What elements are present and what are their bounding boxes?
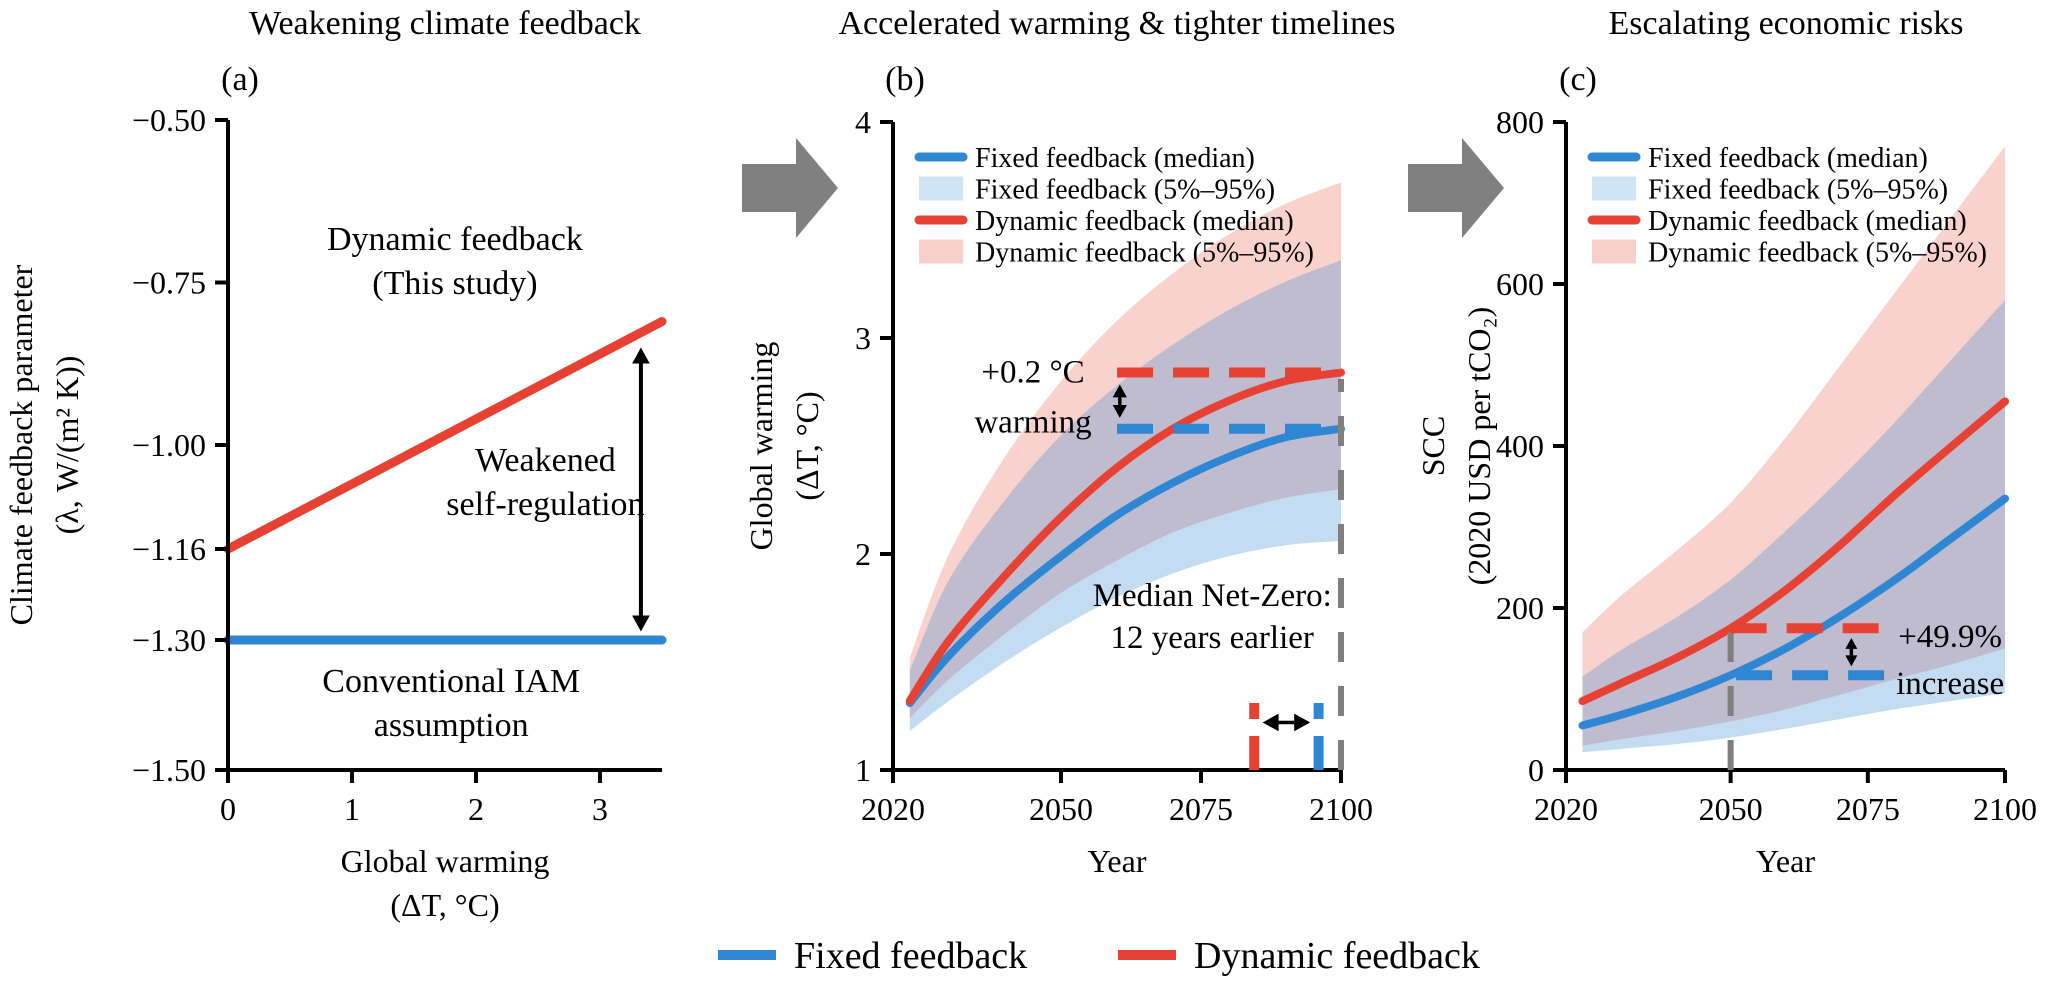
- panel-b-dynamic-band: [909, 182, 1341, 719]
- panel-c-y-tick-label: 200: [1496, 590, 1544, 626]
- panel-a-weakened-self-regulation-label: self-regulation: [446, 486, 644, 523]
- panel-a-x-tick-label: 2: [468, 791, 484, 827]
- panel-a-y-tick-label: −0.75: [132, 265, 206, 301]
- panel-c-scc-gap-arrow-head: [1845, 655, 1858, 667]
- panel-b-y-tick-label: 3: [855, 320, 871, 356]
- panel-a-chart: 0 1 2 3 −0.50 −0.75 −1.00 −1.16 −1.30 −1.50 Global…: [3, 102, 667, 923]
- panel-a-dynamic-feedback-line: [223, 317, 667, 554]
- panel-c-x-tick-label: 2020: [1534, 791, 1598, 827]
- panel-b-warming-gap-arrow-head: [1112, 405, 1127, 418]
- panel-b-dynamic-median: [905, 368, 1345, 705]
- panel-a-title: Weakening climate feedback: [249, 5, 641, 42]
- panel-a-y-tick-label: −0.50: [132, 102, 206, 138]
- panel-a-y-tick-label: −1.16: [132, 531, 206, 567]
- panel-b-fixed-median: [905, 424, 1345, 708]
- panel-a-x-tick-label: 3: [592, 791, 608, 827]
- panel-c-dynamic-band: [1582, 146, 2005, 746]
- panel-b-warming-gap-arrow-head: [1112, 384, 1127, 398]
- panel-b-fixed-band: [909, 260, 1341, 732]
- panel-b-y-axis-label: (ΔT, °C): [789, 391, 825, 500]
- panel-c-legend-label: Dynamic feedback (5%–95%): [1648, 238, 1987, 269]
- panel-b-y-tick-label: 1: [855, 752, 871, 788]
- panel-a-x-tick-label: 0: [220, 791, 236, 827]
- panel-a-conventional-iam-label: assumption: [374, 707, 529, 744]
- panel-a-x-tick-label: 1: [344, 791, 360, 827]
- panel-c-y-tick-label: 800: [1496, 104, 1544, 140]
- panel-c-legend-patch-swatch: [1592, 176, 1636, 201]
- panel-c-x-axis-label: Year: [1756, 843, 1815, 879]
- panel-c-dynamic-median: [1578, 397, 2009, 706]
- panel-c-scc-gap-label: +49.9%: [1898, 619, 2002, 655]
- panel-b-x-tick-label: 2100: [1309, 791, 1373, 827]
- flow-arrow-b-to-c-icon: [1408, 138, 1504, 238]
- panel-a-weakened-gap-arrow-head: [632, 347, 650, 364]
- panel-b-letter: (b): [885, 61, 925, 98]
- panel-a-weakened-gap-arrow-head: [632, 615, 650, 632]
- panel-b-legend-label: Dynamic feedback (5%–95%): [975, 238, 1314, 269]
- panel-c-fixed-median: [1578, 494, 2009, 730]
- panel-b-y-tick-label: 4: [855, 104, 871, 140]
- panel-b-netzero-label: Median Net-Zero:: [1093, 578, 1332, 614]
- panel-c-scc-gap-label: increase: [1896, 666, 2004, 702]
- panel-a-x-axis-label: Global warming: [341, 843, 550, 879]
- panel-b-legend-patch-swatch: [919, 239, 963, 264]
- panel-c-x-tick-label: 2075: [1836, 791, 1900, 827]
- panel-a-y-axis-label: (λ, W/(m² K)): [49, 356, 85, 535]
- panel-c-legend-label: Fixed feedback (5%–95%): [1648, 175, 1948, 206]
- panel-a-letter: (a): [221, 61, 259, 98]
- panel-a-conventional-iam-label: Conventional IAM: [322, 663, 580, 700]
- panel-c-x-tick-label: 2050: [1699, 791, 1763, 827]
- panel-a-y-tick-label: −1.50: [132, 752, 206, 788]
- panel-c-chart: 2020 2050 2075 2100 0 200 400 600 800 Year SCC (202…: [1415, 104, 2037, 879]
- panel-a-weakened-self-regulation-label: Weakened: [475, 442, 616, 479]
- panel-b-x-tick-label: 2050: [1029, 791, 1093, 827]
- panel-a-dynamic-feedback-label: (This study): [372, 265, 537, 302]
- panel-a-y-tick-label: −1.00: [132, 427, 206, 463]
- panel-b-x-tick-label: 2075: [1169, 791, 1233, 827]
- panel-c-y-axis-label: (2020 USD per tCO₂): [1461, 307, 1497, 586]
- panel-b-title: Accelerated warming & tighter timelines: [838, 5, 1395, 42]
- panel-a-dynamic-feedback-label: Dynamic feedback: [327, 221, 583, 258]
- fixed-feedback-label: Fixed feedback: [794, 935, 1027, 977]
- panel-c-scc-gap-arrow-head: [1845, 637, 1858, 649]
- panel-c-legend-patch-swatch: [1592, 239, 1636, 264]
- panel-a-x-axis-label: (ΔT, °C): [390, 887, 499, 923]
- panel-c-legend-label: Dynamic feedback (median): [1648, 206, 1967, 237]
- panel-b-netzero-gap-arrow-head: [1294, 713, 1311, 732]
- panel-b-legend-label: Dynamic feedback (median): [975, 206, 1294, 237]
- panel-b-netzero-label: 12 years earlier: [1111, 620, 1314, 656]
- panel-c-y-tick-label: 0: [1528, 752, 1544, 788]
- panel-b-x-tick-label: 2020: [861, 791, 925, 827]
- panel-a-y-axis-label: Climate feedback parameter: [3, 264, 39, 625]
- panel-c-legend-label: Fixed feedback (median): [1648, 143, 1928, 174]
- panel-c-letter: (c): [1559, 61, 1597, 98]
- panel-b-legend-label: Fixed feedback (median): [975, 143, 1255, 174]
- panel-c-y-tick-label: 400: [1496, 428, 1544, 464]
- panel-b-y-axis-label: Global warming: [743, 342, 779, 551]
- panel-c-fixed-band: [1582, 300, 2005, 753]
- panel-b-legend-patch-swatch: [919, 176, 963, 201]
- panel-c-title: Escalating economic risks: [1608, 5, 1963, 42]
- panel-b-netzero-gap-arrow-head: [1262, 713, 1279, 732]
- panel-b-warming-gap-label: +0.2 °C: [981, 354, 1084, 390]
- panel-c-y-axis-label: SCC: [1415, 416, 1451, 476]
- panel-c-x-tick-label: 2100: [1973, 791, 2037, 827]
- figure-legend: Fixed feedback Dynamic feedback: [718, 935, 1480, 977]
- panel-b-chart: 2020 2050 2075 2100 1 2 3 4 Year Global warming (Δ…: [743, 104, 1373, 879]
- panel-a-y-tick-label: −1.30: [132, 622, 206, 658]
- panel-b-x-axis-label: Year: [1088, 843, 1147, 879]
- panel-b-warming-gap-label: warming: [974, 404, 1091, 440]
- panel-b-y-tick-label: 2: [855, 536, 871, 572]
- panel-b-legend-label: Fixed feedback (5%–95%): [975, 175, 1275, 206]
- panel-c-y-tick-label: 600: [1496, 266, 1544, 302]
- flow-arrow-a-to-b-icon: [742, 138, 838, 238]
- dynamic-feedback-label: Dynamic feedback: [1194, 935, 1480, 977]
